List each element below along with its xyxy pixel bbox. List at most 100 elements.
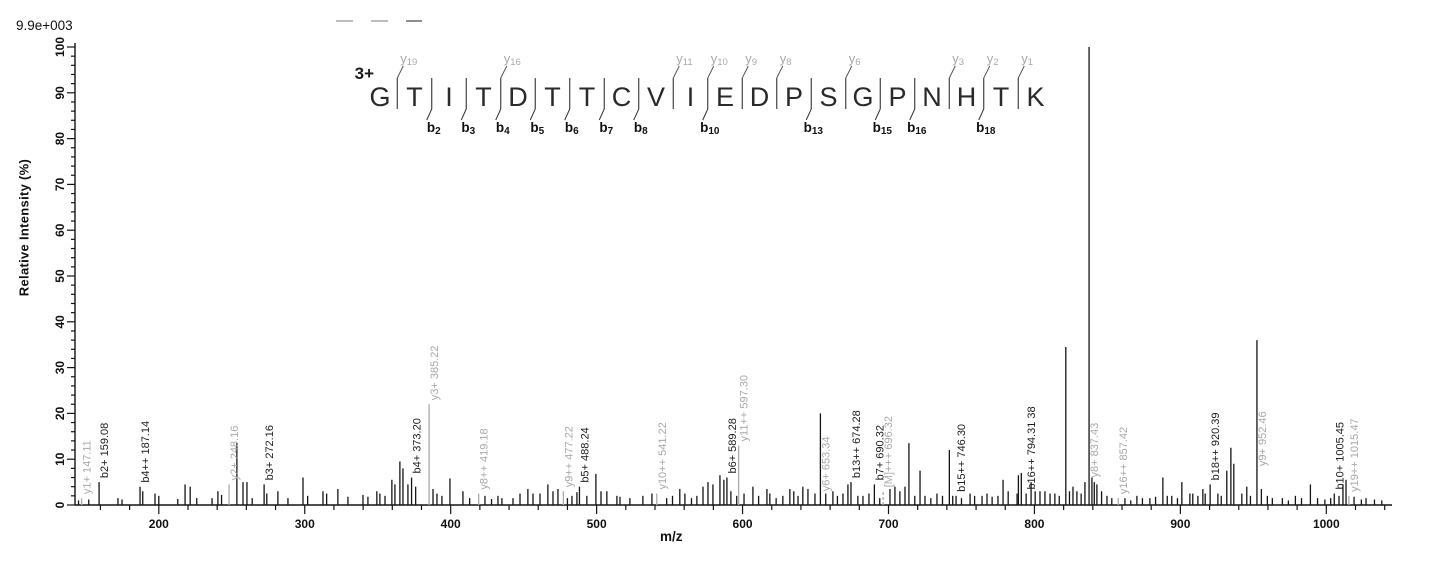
b-ion-tick [564, 108, 571, 121]
residue-letter: T [579, 82, 596, 112]
b-ion-tick [874, 108, 881, 121]
residue-letter: P [888, 82, 906, 112]
peak-label: y2+ 248.16 [229, 426, 241, 481]
peak-label: b5+ 488.24 [579, 427, 591, 482]
peak-label: y16++ 857.42 [1118, 427, 1130, 494]
y-tick-label: 100 [53, 37, 67, 57]
b-ion-tick [529, 108, 536, 121]
y-ion-tick [948, 65, 956, 79]
residue-letter: H [957, 82, 977, 112]
residue-letter: I [445, 82, 453, 112]
y-ion-label: y16 [504, 51, 521, 68]
peak-label: b4+ 373.20 [412, 418, 424, 473]
y-tick-label: 20 [53, 406, 67, 420]
y-ion-label: y8 [780, 51, 792, 68]
top-dash-artifact [371, 20, 388, 22]
x-tick-label: 800 [1024, 517, 1044, 531]
peak-label: [M]+++ 696.32 [883, 416, 895, 487]
y-tick-label: 40 [53, 315, 67, 329]
y-tick-label: 50 [53, 269, 67, 283]
intensity-scale-label: 9.9e+003 [16, 18, 73, 33]
peak-label: b2+ 159.08 [99, 423, 111, 478]
peak-label: b7+ 690.32 [874, 425, 886, 480]
y-ion-tick [707, 65, 715, 79]
b-ion-label: b16 [907, 120, 927, 137]
y-ion-label: y1 [1021, 51, 1033, 68]
b-ion-label: b6 [565, 120, 579, 137]
peak-label: b18++ 920.39 [1210, 412, 1222, 480]
y-ion-label: y10 [711, 51, 728, 68]
y-ion-label: y6 [849, 51, 861, 68]
x-tick-label: 900 [1170, 517, 1190, 531]
b-ion-label: b10 [700, 120, 720, 137]
peak-label: y6+ 653.34 [820, 437, 832, 492]
residue-letter: D [750, 82, 770, 112]
x-tick-label: 500 [587, 517, 607, 531]
residue-letter: P [785, 82, 803, 112]
residue-letter: T [993, 82, 1010, 112]
y-tick-label: 80 [53, 132, 67, 146]
peak-label: b15++ 746.30 [956, 424, 968, 492]
peak-label: y3+ 385.22 [429, 345, 441, 400]
y-ion-tick [1017, 65, 1025, 79]
peak-label: y9++ 477.22 [563, 426, 575, 487]
b-ion-label: b15 [873, 120, 893, 137]
b-ion-label: b13 [804, 120, 824, 137]
x-tick-label: 300 [295, 517, 315, 531]
b-ion-tick [495, 108, 502, 121]
b-ion-label: b2 [427, 120, 441, 137]
y-ion-tick [741, 65, 749, 79]
peak-label: y19++ 1015.47 [1349, 418, 1361, 491]
peak-label: y9+ 952.46 [1257, 411, 1269, 466]
y-ion-tick [776, 65, 784, 79]
y-ion-label: y2 [987, 51, 999, 68]
residue-letter: G [369, 82, 390, 112]
peak-label: y11++ 597.30 [739, 375, 751, 441]
peak-label: b10+ 1005.45 [1334, 422, 1346, 490]
y-ion-label: y19 [400, 51, 417, 68]
y-tick-label: 0 [53, 501, 67, 508]
residue-letter: K [1026, 82, 1044, 112]
b-ion-tick [702, 108, 709, 121]
y-ion-label: y11 [676, 51, 692, 68]
y-tick-label: 70 [53, 177, 67, 191]
b-ion-label: b3 [461, 120, 475, 137]
residue-letter: T [406, 82, 423, 112]
b-ion-label: b4 [496, 120, 510, 137]
residue-letter: G [852, 82, 873, 112]
b-ion-label: b7 [599, 120, 613, 137]
y-tick-label: 60 [53, 223, 67, 237]
peak-label: b13++ 674.28 [851, 410, 863, 478]
b-ion-tick [633, 108, 640, 121]
b-ion-tick [598, 108, 605, 121]
peak-label: y1+ 147.11 [82, 440, 94, 494]
precursor-charge: 3+ [355, 64, 374, 83]
b-ion-tick [426, 108, 433, 121]
b-ion-label: b18 [976, 120, 996, 137]
residue-letter: N [922, 82, 942, 112]
top-dash-artifact [336, 20, 353, 22]
y-ion-tick [845, 65, 853, 79]
x-tick-label: 200 [149, 517, 169, 531]
b-ion-tick [460, 108, 467, 121]
top-dash-artifact [406, 20, 422, 22]
b-ion-tick [978, 108, 985, 121]
x-tick-label: 700 [878, 517, 898, 531]
residue-letter: V [647, 82, 665, 112]
y-tick-label: 10 [53, 452, 67, 466]
peak-label: b3+ 272.16 [264, 425, 276, 480]
peak-label: y8++ 419.18 [479, 428, 491, 489]
peak-label: y8+ 837.43 [1089, 423, 1101, 478]
residue-letter: T [475, 82, 492, 112]
y-tick-label: 90 [53, 86, 67, 100]
residue-letter: D [508, 82, 528, 112]
y-ion-tick [396, 65, 404, 79]
residue-letter: E [716, 82, 734, 112]
b-ion-label: b5 [530, 120, 544, 137]
y-ion-tick [500, 65, 508, 79]
residue-letter: T [544, 82, 561, 112]
y-ion-tick [672, 65, 680, 79]
y-ion-label: y9 [745, 51, 757, 68]
